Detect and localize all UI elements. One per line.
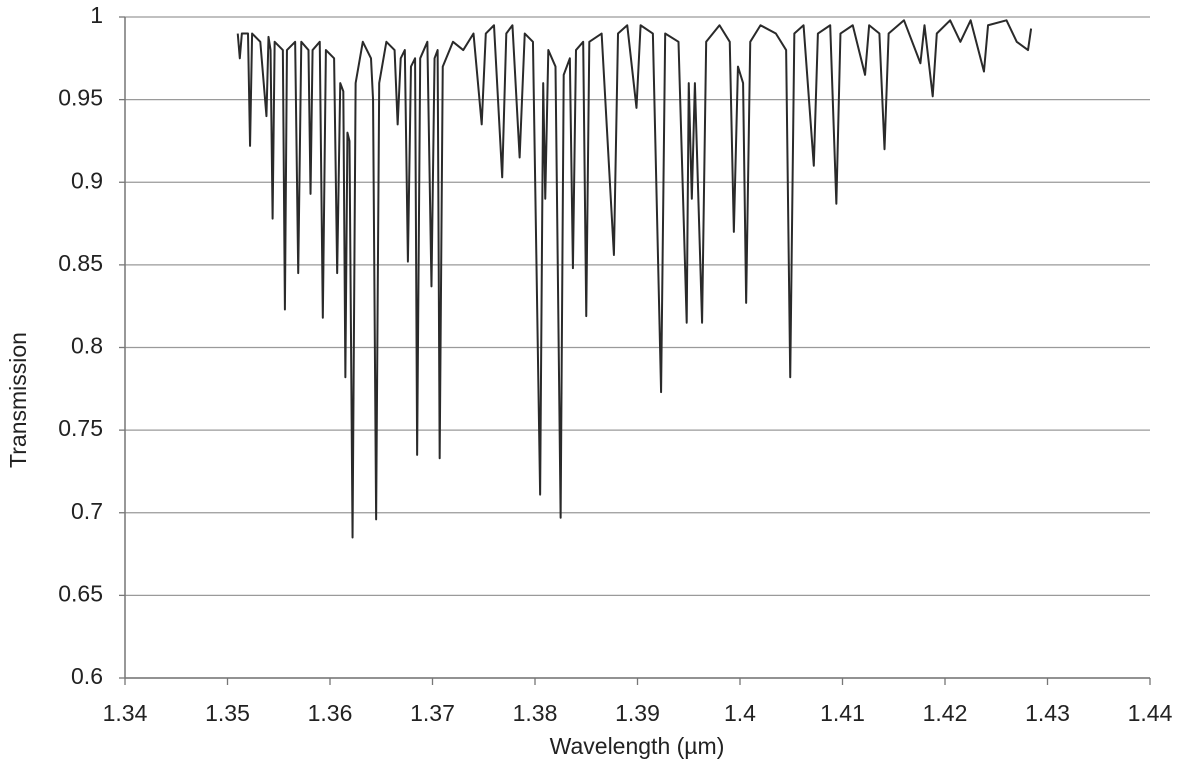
x-tick-label: 1.38 — [513, 700, 558, 726]
x-tick-label: 1.44 — [1128, 700, 1173, 726]
spectrum-line — [236, 19, 1033, 539]
x-tick-label: 1.4 — [724, 700, 756, 726]
y-tick-label: 0.85 — [58, 250, 103, 276]
x-tick-label: 1.43 — [1025, 700, 1070, 726]
y-tick-label: 0.75 — [58, 415, 103, 441]
x-tick-label: 1.34 — [103, 700, 148, 726]
y-tick-label: 0.7 — [71, 498, 103, 524]
x-axis-title: Wavelength (µm) — [550, 733, 725, 759]
x-tick-label: 1.41 — [820, 700, 865, 726]
y-tick-label: 0.65 — [58, 580, 103, 606]
x-tick-label: 1.37 — [410, 700, 455, 726]
y-tick-label: 0.9 — [71, 167, 103, 193]
y-axis-title: Transmission — [5, 332, 31, 468]
y-tick-label: 0.6 — [71, 663, 103, 689]
x-tick-label: 1.36 — [308, 700, 353, 726]
x-tick-label: 1.39 — [615, 700, 660, 726]
y-tick-label: 1 — [90, 2, 103, 28]
x-tick-label: 1.35 — [205, 700, 250, 726]
y-tick-label: 0.8 — [71, 333, 103, 359]
y-tick-label: 0.95 — [58, 85, 103, 111]
x-tick-label: 1.42 — [923, 700, 968, 726]
